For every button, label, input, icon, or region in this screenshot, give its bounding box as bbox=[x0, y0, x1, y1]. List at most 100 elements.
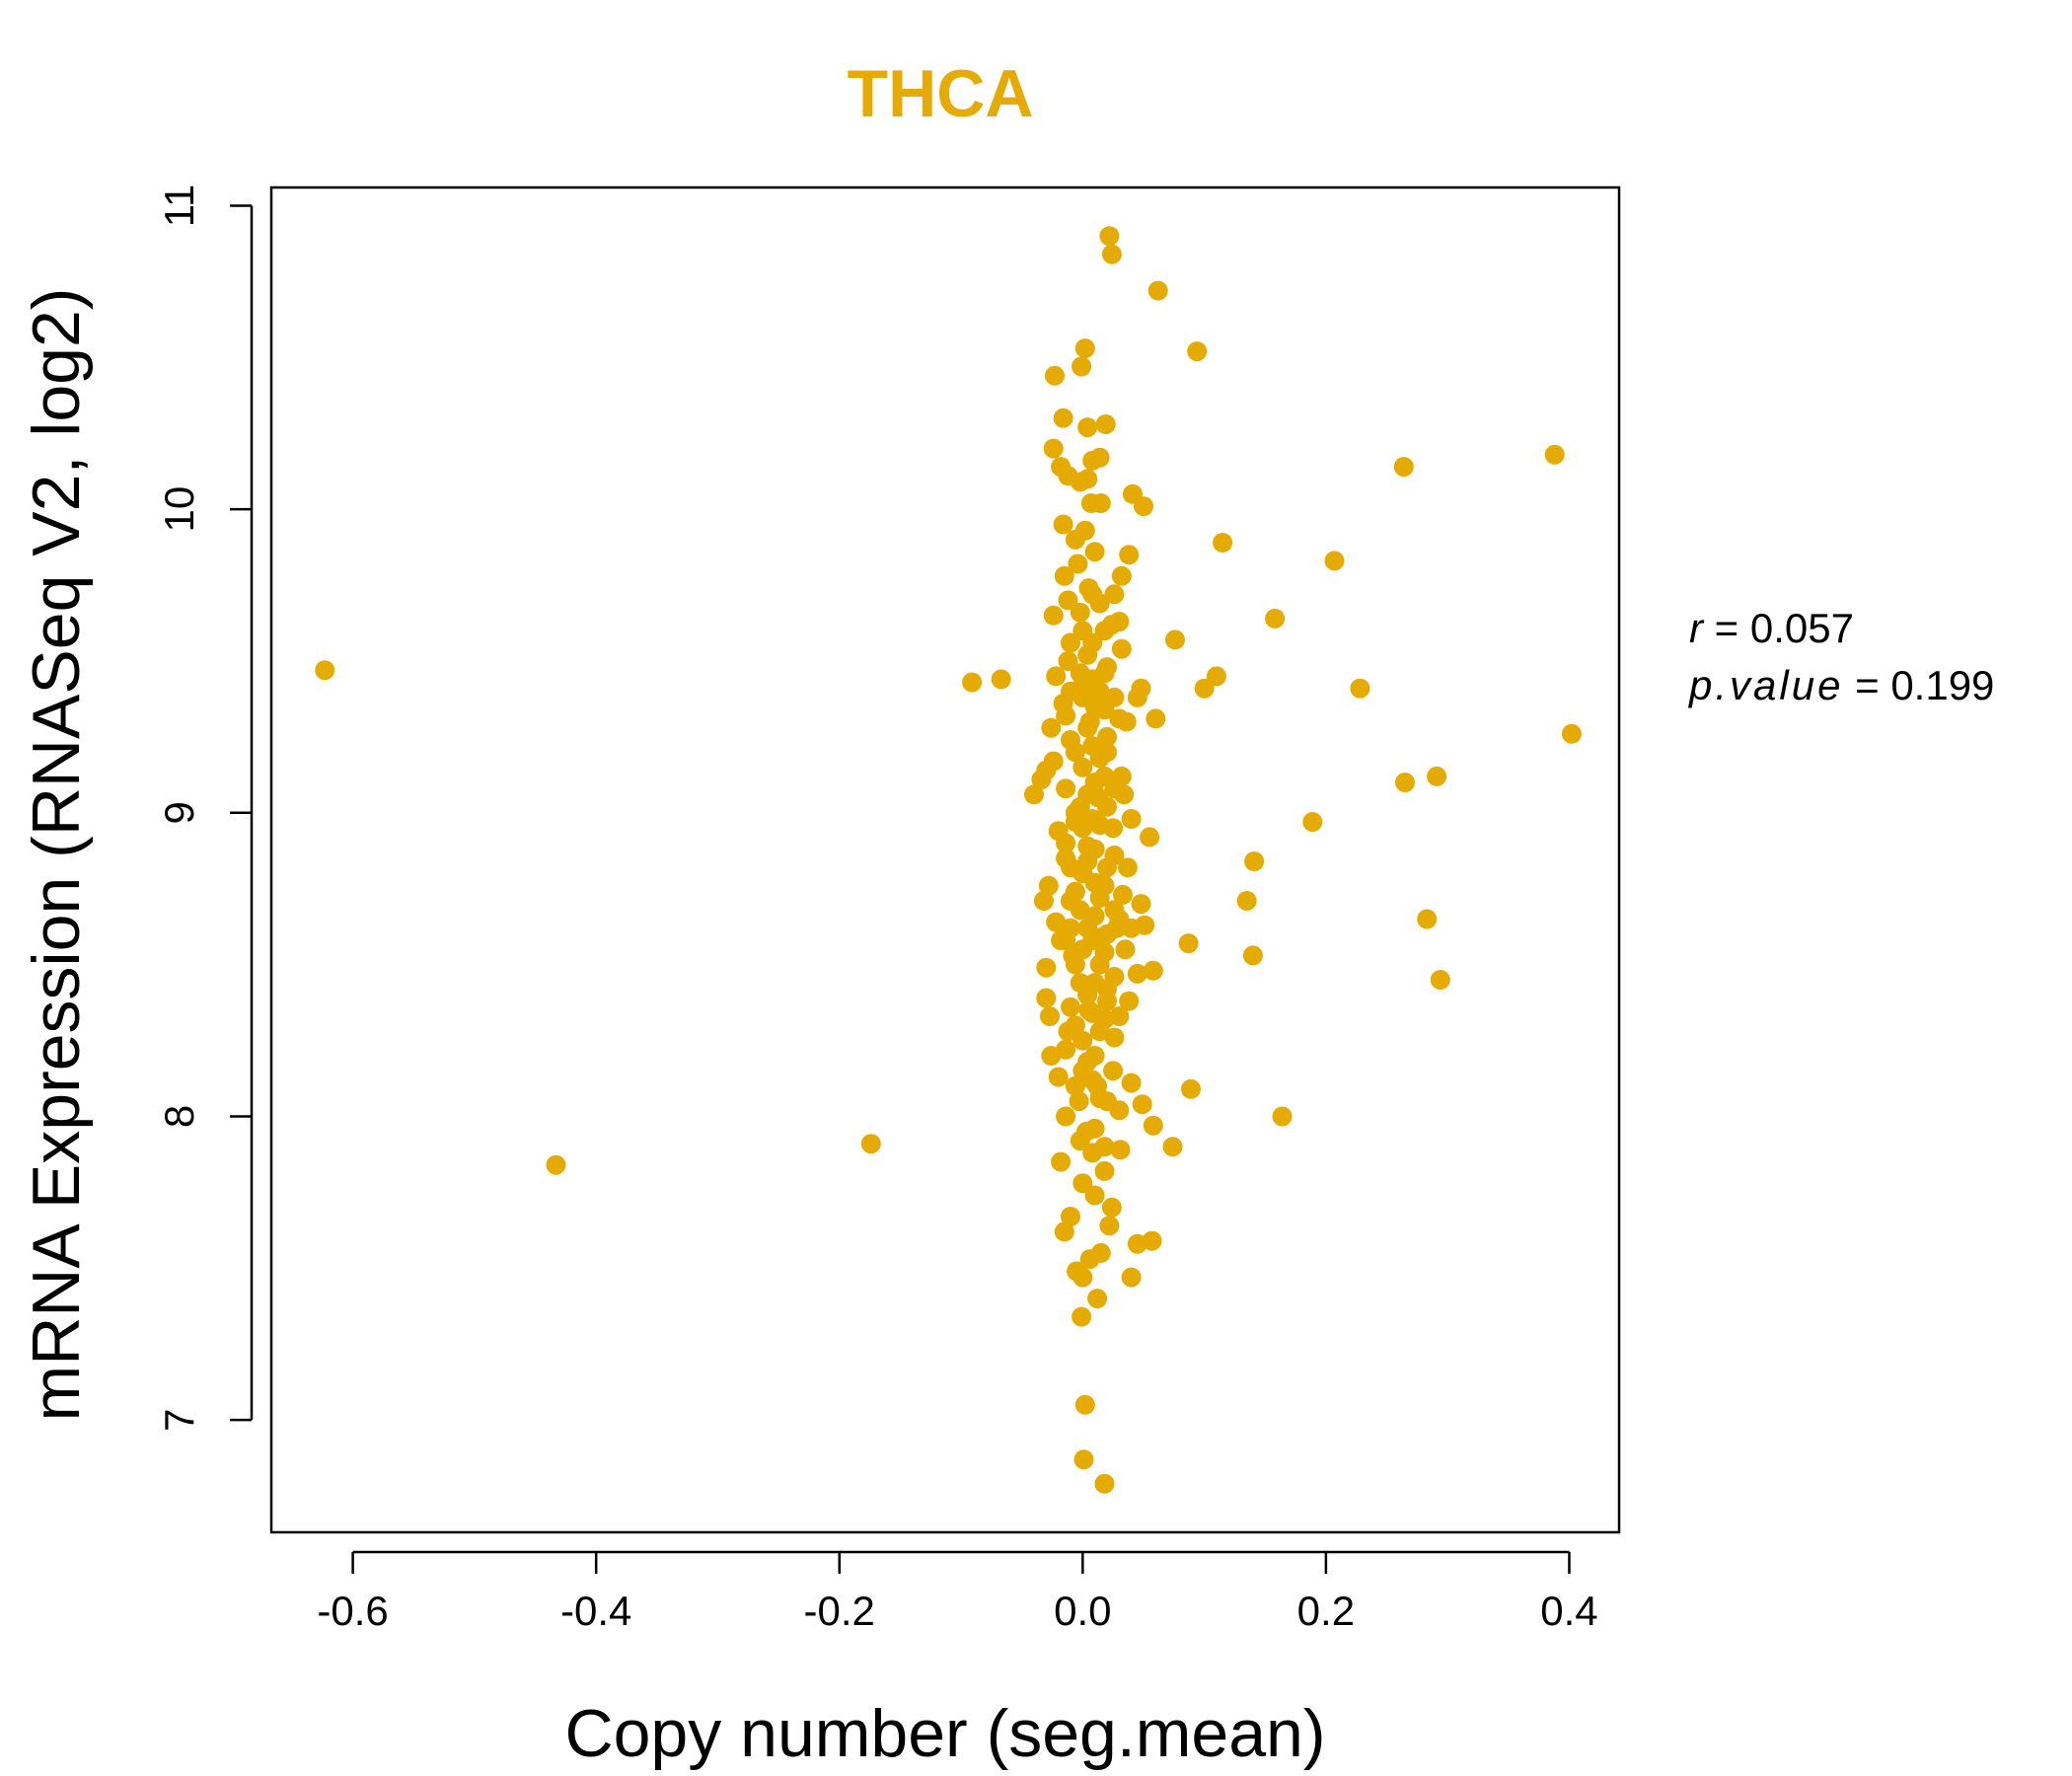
data-point bbox=[1127, 1233, 1147, 1254]
data-point bbox=[1181, 1078, 1201, 1099]
x-tick-label: -0.2 bbox=[804, 1588, 875, 1634]
data-point bbox=[1417, 909, 1438, 929]
y-axis-label: mRNA Expression (RNASeq V2, log2) bbox=[19, 288, 94, 1422]
data-point bbox=[1114, 784, 1135, 805]
data-point bbox=[1051, 930, 1072, 950]
data-point bbox=[1094, 942, 1115, 963]
data-point bbox=[1090, 1242, 1111, 1263]
data-point bbox=[1036, 988, 1057, 1008]
data-point bbox=[1094, 1160, 1115, 1181]
data-point bbox=[1070, 472, 1090, 492]
data-point bbox=[1140, 827, 1160, 848]
r-stat-label: r bbox=[1689, 605, 1705, 651]
data-point bbox=[1272, 1106, 1293, 1127]
y-tick-label: 7 bbox=[156, 1408, 202, 1431]
x-axis: -0.6 -0.4 -0.2 0.0 0.2 0.4 bbox=[317, 1550, 1598, 1634]
data-point bbox=[315, 660, 335, 681]
y-axis: 7 8 9 10 11 bbox=[156, 185, 254, 1432]
data-point bbox=[1544, 444, 1565, 465]
data-point bbox=[1073, 1173, 1093, 1194]
data-point bbox=[1131, 894, 1151, 915]
data-point bbox=[1074, 338, 1095, 359]
data-point bbox=[1393, 457, 1414, 478]
data-point bbox=[1084, 1118, 1105, 1139]
data-points bbox=[315, 226, 1582, 1494]
data-point bbox=[1033, 891, 1054, 911]
data-point bbox=[1097, 657, 1117, 678]
data-point bbox=[1087, 1289, 1108, 1309]
data-point bbox=[1110, 1140, 1131, 1160]
data-point bbox=[1053, 407, 1073, 428]
data-point bbox=[1213, 533, 1233, 553]
data-point bbox=[1121, 1073, 1142, 1093]
p-stat-line: p.value = 0.199 bbox=[1687, 662, 1994, 708]
data-point bbox=[1073, 757, 1093, 777]
data-point bbox=[546, 1154, 566, 1175]
data-point bbox=[1097, 726, 1117, 747]
data-point bbox=[1097, 991, 1117, 1011]
data-point bbox=[1036, 760, 1057, 780]
data-point bbox=[860, 1134, 881, 1154]
data-point bbox=[1070, 900, 1090, 921]
data-point bbox=[1113, 884, 1133, 905]
data-point bbox=[1132, 1094, 1152, 1115]
data-point bbox=[1077, 1052, 1098, 1073]
data-point bbox=[1038, 875, 1059, 896]
data-point bbox=[1395, 773, 1415, 792]
data-point bbox=[1109, 1006, 1130, 1026]
data-point bbox=[1117, 857, 1138, 878]
data-point bbox=[1046, 666, 1067, 687]
data-point bbox=[1082, 809, 1103, 829]
data-point bbox=[1061, 1207, 1080, 1226]
data-point bbox=[1094, 1009, 1115, 1029]
data-point bbox=[1099, 226, 1120, 247]
r-stat-value: 0.057 bbox=[1750, 605, 1854, 651]
data-point bbox=[1073, 1030, 1093, 1051]
data-point bbox=[1094, 766, 1115, 786]
data-point bbox=[1084, 1185, 1105, 1206]
chart-title: THCA bbox=[848, 56, 1034, 131]
data-point bbox=[1041, 717, 1062, 738]
data-point bbox=[1082, 930, 1103, 950]
data-point bbox=[1121, 1267, 1142, 1288]
p-stat-equals: = bbox=[1855, 662, 1890, 708]
data-point bbox=[1143, 960, 1163, 981]
data-point bbox=[1350, 678, 1370, 699]
data-point bbox=[1048, 1067, 1069, 1087]
x-tick-label: -0.6 bbox=[317, 1588, 388, 1634]
data-point bbox=[1077, 644, 1098, 665]
data-point bbox=[1065, 529, 1085, 550]
data-point bbox=[1024, 784, 1044, 805]
data-point bbox=[1101, 1197, 1122, 1218]
data-point bbox=[1077, 417, 1098, 438]
data-point bbox=[1094, 875, 1115, 896]
data-point bbox=[1077, 717, 1098, 738]
data-point bbox=[1143, 1115, 1163, 1136]
data-point bbox=[1065, 1075, 1085, 1096]
data-point bbox=[1056, 1106, 1076, 1127]
data-point bbox=[1051, 1151, 1072, 1172]
data-point bbox=[1082, 736, 1103, 757]
data-point bbox=[1244, 851, 1265, 871]
data-point bbox=[1074, 1394, 1095, 1415]
data-point bbox=[1146, 708, 1166, 729]
data-point bbox=[1058, 651, 1078, 671]
x-tick-label: 0.0 bbox=[1054, 1588, 1111, 1634]
data-point bbox=[1054, 1221, 1074, 1242]
data-point bbox=[1427, 766, 1447, 786]
data-point bbox=[1070, 1131, 1090, 1151]
data-point bbox=[1127, 963, 1147, 984]
correlation-stats: r = 0.057 p.value = 0.199 bbox=[1687, 605, 1994, 708]
x-tick-label: 0.4 bbox=[1540, 1588, 1597, 1634]
data-point bbox=[1103, 1061, 1124, 1081]
data-point bbox=[1069, 1091, 1089, 1112]
data-point bbox=[1072, 1306, 1092, 1327]
data-point bbox=[1043, 605, 1064, 626]
data-point bbox=[1065, 742, 1085, 763]
data-point bbox=[1054, 565, 1074, 586]
data-point bbox=[1099, 1216, 1120, 1236]
data-point bbox=[1080, 493, 1101, 513]
plot-area-frame bbox=[269, 185, 1621, 1534]
data-point bbox=[1121, 918, 1142, 938]
data-point bbox=[962, 672, 983, 693]
